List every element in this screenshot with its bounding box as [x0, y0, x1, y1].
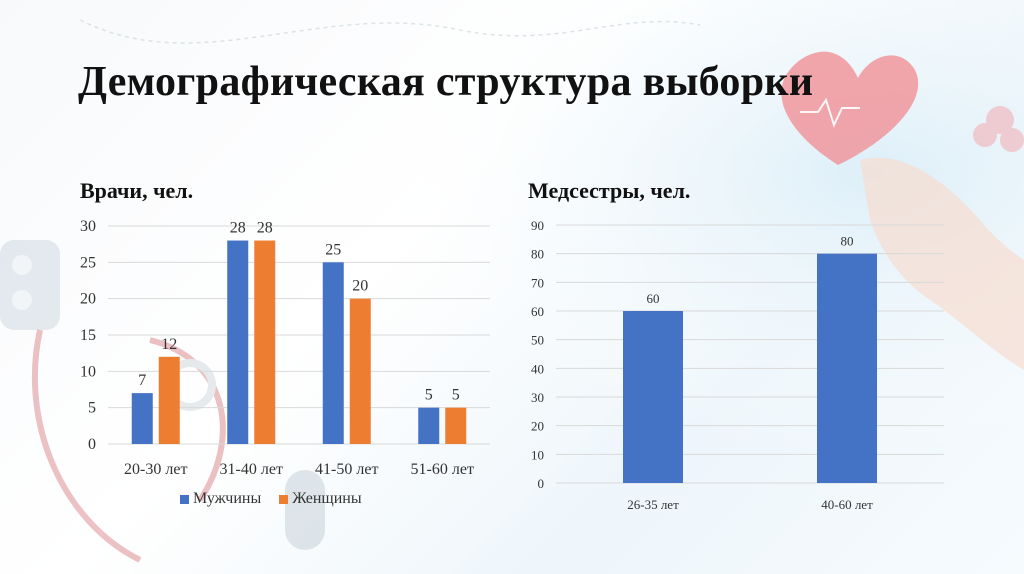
doctors-data-label: 7 [138, 372, 146, 389]
doctors-bar [418, 407, 440, 444]
doctors-ytick-label: 15 [80, 327, 96, 344]
nurses-ytick-label: 30 [531, 390, 544, 405]
flower-icon [973, 106, 1024, 152]
doctors-ytick-label: 20 [80, 291, 96, 308]
doctors-bar [131, 393, 153, 444]
doctors-bar [227, 240, 249, 444]
doctors-bar [254, 240, 276, 444]
doctors-category-label: 20-30 лет [124, 461, 187, 478]
nurses-ytick-label: 60 [531, 304, 544, 319]
nurses-ytick-label: 90 [531, 218, 544, 233]
legend-swatch-male [180, 494, 189, 504]
nurses-ytick-label: 0 [538, 476, 545, 491]
nurses-ytick-label: 50 [531, 333, 544, 348]
doctors-category-label: 31-40 лет [220, 461, 283, 478]
doctors-data-label: 28 [257, 220, 273, 237]
nurses-data-label: 80 [841, 234, 854, 249]
doctors-data-label: 25 [325, 241, 341, 258]
dashed-line-decoration [79, 19, 701, 44]
doctors-category-label: 51-60 лет [411, 461, 474, 478]
nurses-bar [623, 311, 683, 483]
doctors-data-label: 5 [452, 387, 460, 404]
doctors-bar [322, 262, 344, 444]
nurses-bar [817, 253, 877, 483]
stethoscope-chestpiece-decoration [285, 470, 325, 550]
doctors-bar [158, 356, 180, 444]
doctors-category-label: 41-50 лет [315, 461, 378, 478]
heart-icon [781, 51, 919, 165]
doctors-ytick-label: 5 [88, 400, 96, 417]
doctors-ytick-label: 25 [80, 254, 96, 271]
nurses-ytick-label: 70 [531, 275, 544, 290]
legend-item-male: Мужчины [180, 490, 261, 508]
doctors-bar [445, 407, 467, 444]
nurses-ytick-label: 40 [531, 361, 544, 376]
nurses-ytick-label: 80 [531, 247, 544, 262]
doctors-ytick-label: 30 [80, 218, 96, 235]
nurses-category-label: 26-35 лет [627, 497, 679, 512]
stethoscope-decoration [31, 329, 226, 563]
legend-label-male: Мужчины [193, 490, 262, 507]
doctors-ytick-label: 10 [80, 363, 96, 380]
doctors-chart-legend: Мужчины Женщины [180, 490, 362, 508]
doctors-data-label: 20 [352, 278, 368, 295]
nurses-ytick-label: 10 [531, 447, 544, 462]
nurses-chart-title: Медсестры, чел. [528, 178, 691, 203]
hand-decoration [860, 157, 1024, 370]
pills-icon [0, 240, 60, 330]
doctors-data-label: 5 [425, 387, 433, 404]
nurses-category-label: 40-60 лет [821, 497, 873, 512]
doctors-chart-title: Врачи, чел. [80, 178, 194, 203]
doctors-ytick-label: 0 [88, 436, 96, 453]
legend-label-female: Женщины [292, 490, 362, 507]
legend-swatch-female [279, 494, 289, 504]
nurses-data-label: 60 [647, 291, 660, 306]
nurses-ytick-label: 20 [531, 419, 544, 434]
doctors-bar [349, 298, 371, 444]
doctors-data-label: 28 [230, 220, 246, 237]
doctors-data-label: 12 [161, 336, 177, 353]
slide-title: Демографическая структура выборки [78, 59, 814, 105]
legend-item-female: Женщины [279, 490, 362, 508]
